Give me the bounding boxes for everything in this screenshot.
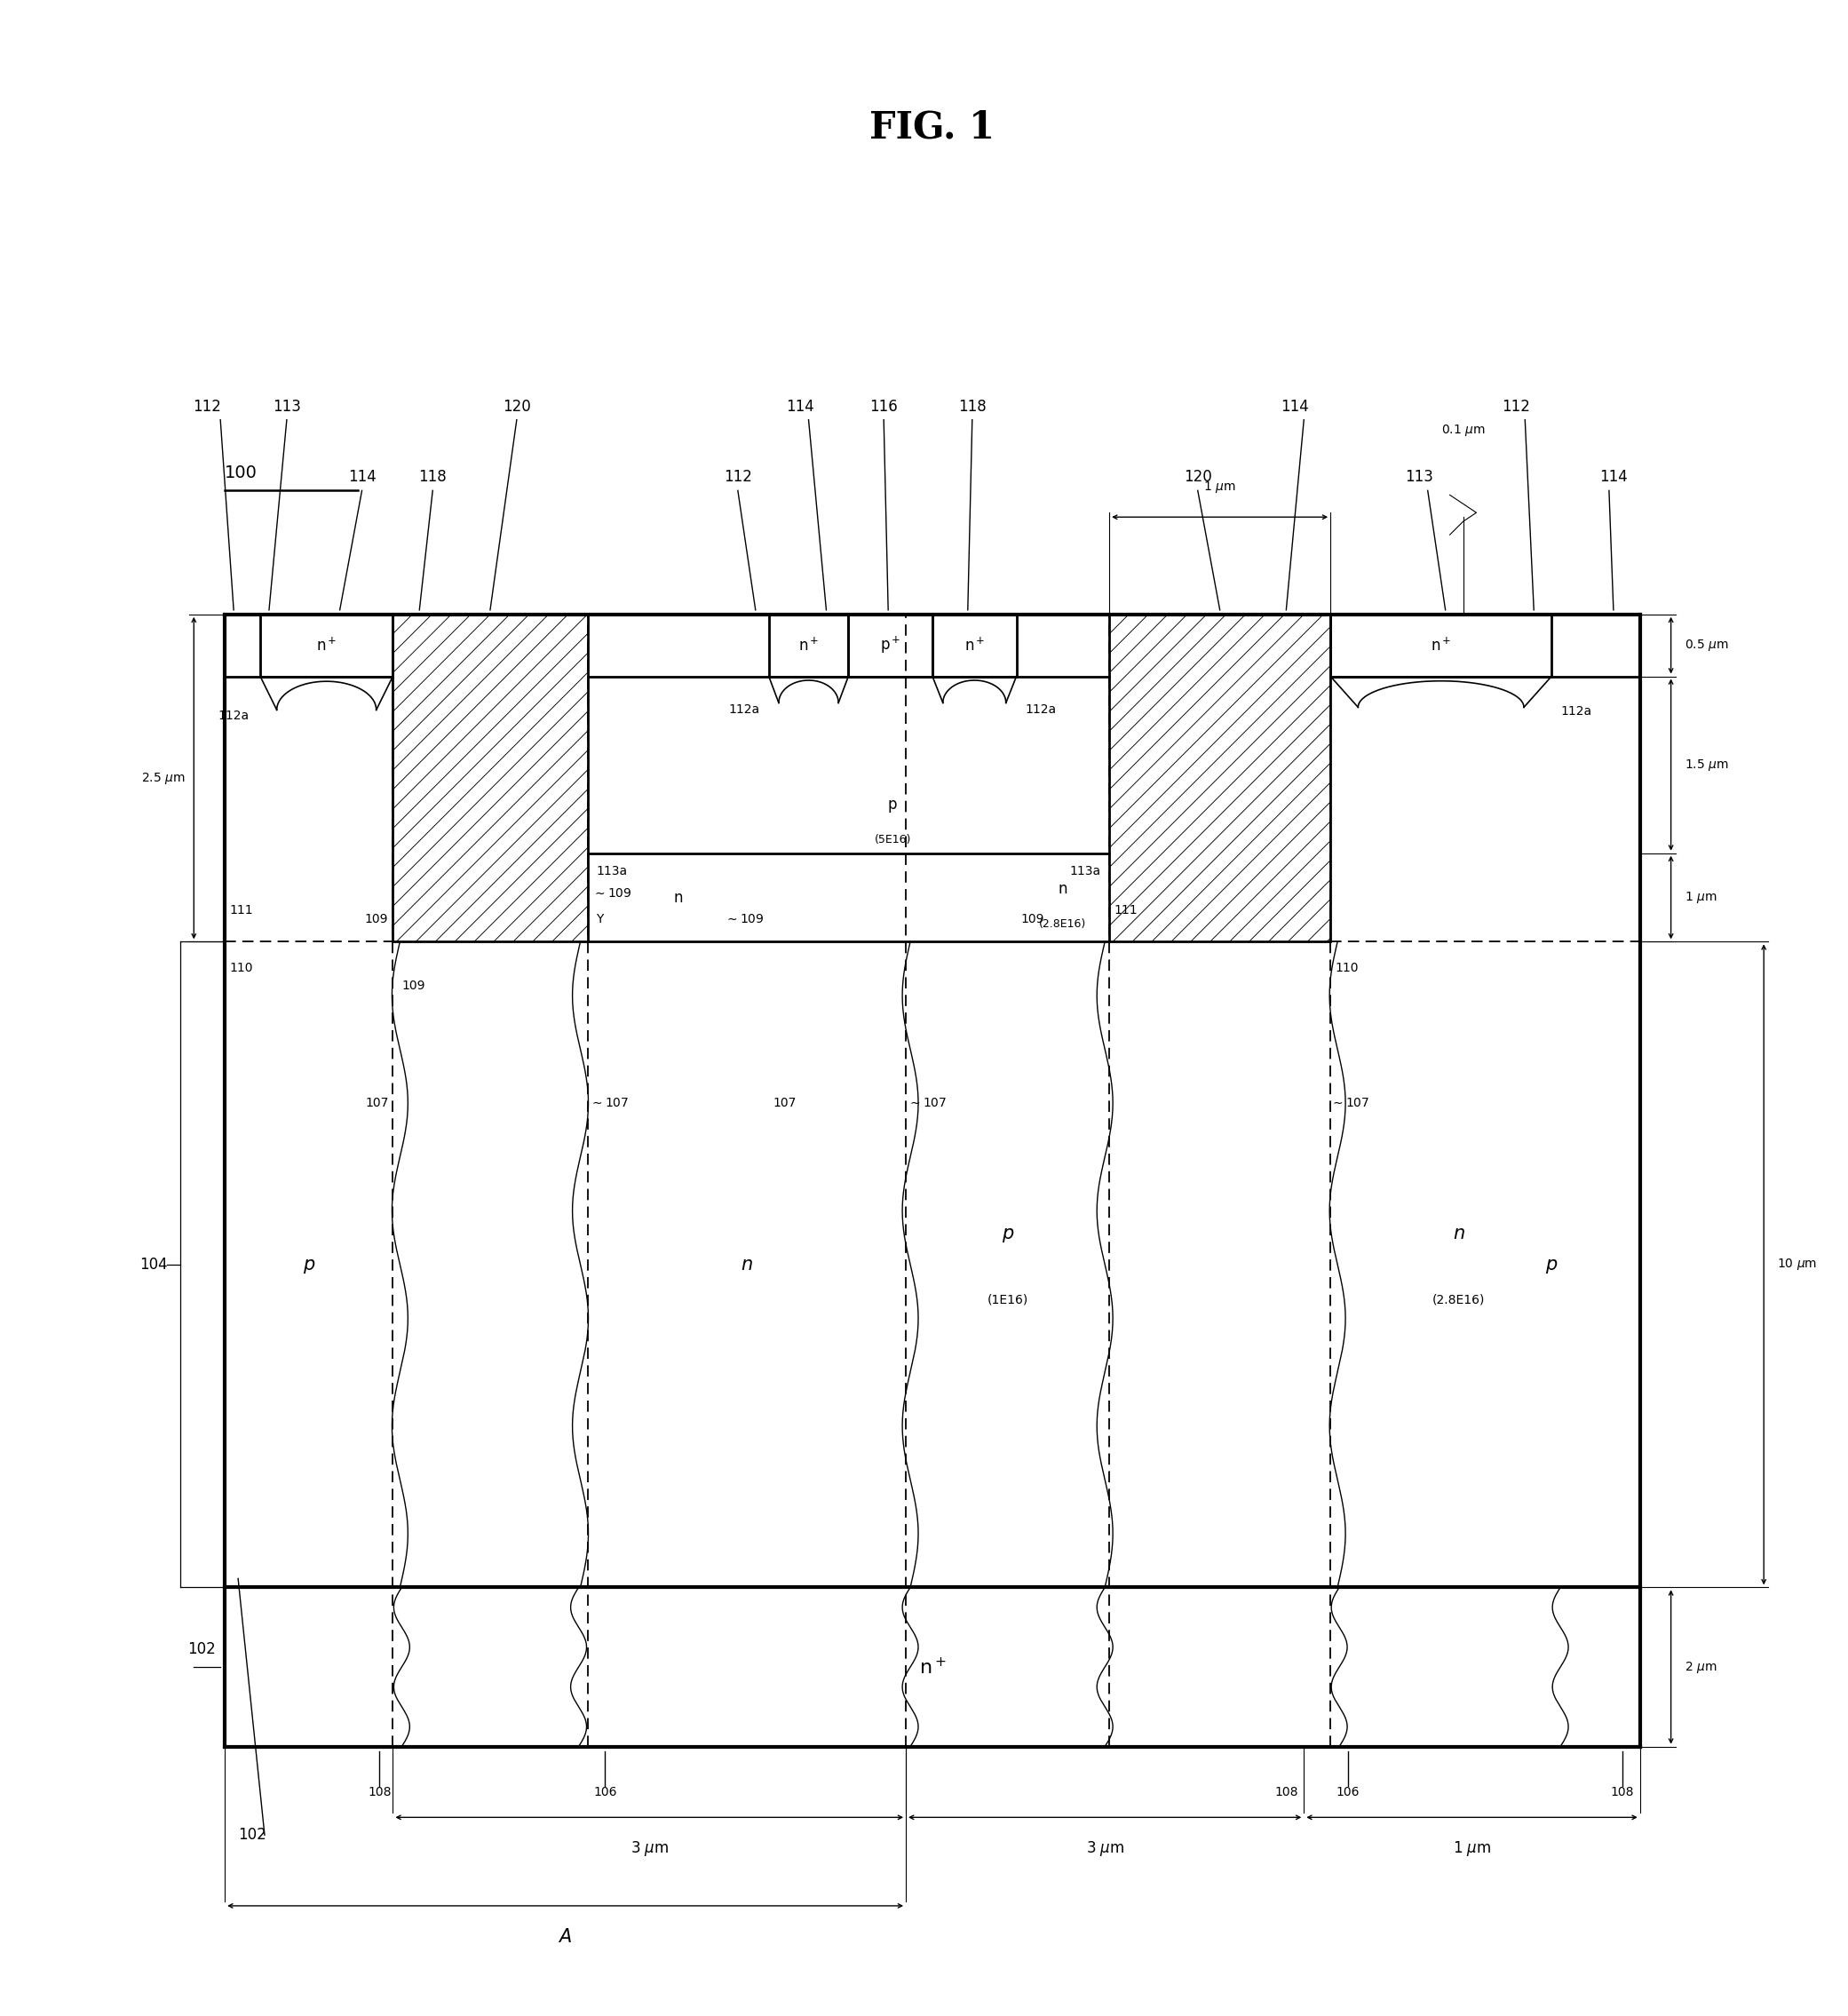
Text: (5E16): (5E16)	[874, 835, 911, 845]
Text: 113a: 113a	[597, 865, 628, 877]
Text: (2.8E16): (2.8E16)	[1039, 917, 1087, 929]
Text: n$^+$: n$^+$	[316, 637, 336, 653]
Text: 112: 112	[192, 399, 222, 415]
Text: 108: 108	[1275, 1786, 1297, 1798]
Text: 110: 110	[1334, 962, 1358, 974]
Text: p: p	[303, 1256, 314, 1274]
Text: 106: 106	[1336, 1786, 1360, 1798]
Text: 118: 118	[419, 470, 447, 486]
Text: 112a: 112a	[1026, 704, 1057, 716]
Text: 114: 114	[347, 470, 375, 486]
Text: 107: 107	[366, 1097, 388, 1109]
Text: 2.5 $\mu$m: 2.5 $\mu$m	[140, 770, 185, 786]
Text: 1 $\mu$m: 1 $\mu$m	[1203, 480, 1236, 496]
Text: p: p	[887, 796, 898, 812]
Text: 109: 109	[401, 980, 425, 992]
Text: 102: 102	[188, 1641, 216, 1657]
Text: 0.5 $\mu$m: 0.5 $\mu$m	[1684, 637, 1728, 653]
Text: 100: 100	[225, 466, 257, 482]
Text: 113: 113	[274, 399, 301, 415]
Text: $\sim$107: $\sim$107	[1331, 1097, 1369, 1109]
Text: 0.1 $\mu$m: 0.1 $\mu$m	[1441, 423, 1486, 437]
Text: 1 $\mu$m: 1 $\mu$m	[1453, 1839, 1491, 1859]
Text: p: p	[1545, 1256, 1558, 1274]
Text: 3 $\mu$m: 3 $\mu$m	[1085, 1839, 1124, 1859]
Text: p$^+$: p$^+$	[880, 635, 900, 655]
Text: n: n	[673, 889, 682, 905]
Text: 3 $\mu$m: 3 $\mu$m	[630, 1839, 669, 1859]
Text: 112: 112	[1502, 399, 1530, 415]
Text: 113: 113	[1404, 470, 1432, 486]
Text: 112a: 112a	[728, 704, 760, 716]
Text: n$^+$: n$^+$	[918, 1657, 946, 1677]
Text: 2 $\mu$m: 2 $\mu$m	[1684, 1659, 1717, 1675]
Text: Y: Y	[597, 913, 604, 925]
Text: 104: 104	[139, 1256, 168, 1272]
Text: $\sim$109: $\sim$109	[724, 913, 765, 925]
Text: 112: 112	[724, 470, 752, 486]
Text: 108: 108	[1610, 1786, 1634, 1798]
Text: 114: 114	[1599, 470, 1628, 486]
Text: 120: 120	[1185, 470, 1212, 486]
Text: 111: 111	[1114, 905, 1137, 917]
Text: 107: 107	[772, 1097, 796, 1109]
Text: (1E16): (1E16)	[987, 1294, 1027, 1306]
Text: 113a: 113a	[1070, 865, 1100, 877]
Text: 114: 114	[1281, 399, 1308, 415]
Text: $\sim$107: $\sim$107	[907, 1097, 946, 1109]
Text: 10 $\mu$m: 10 $\mu$m	[1778, 1256, 1817, 1272]
Text: FIG. 1: FIG. 1	[870, 109, 994, 147]
Text: n: n	[1453, 1224, 1465, 1242]
Text: 109: 109	[1020, 913, 1044, 925]
Text: 1 $\mu$m: 1 $\mu$m	[1684, 889, 1717, 905]
Text: 118: 118	[957, 399, 987, 415]
Text: 114: 114	[785, 399, 813, 415]
Text: (2.8E16): (2.8E16)	[1432, 1294, 1486, 1306]
Text: $\sim$107: $\sim$107	[590, 1097, 628, 1109]
Text: 110: 110	[229, 962, 253, 974]
Text: $\sim$109: $\sim$109	[591, 887, 632, 899]
Text: n: n	[741, 1256, 752, 1274]
Text: 102: 102	[238, 1826, 266, 1843]
Text: n$^+$: n$^+$	[1430, 637, 1451, 653]
Text: A: A	[558, 1927, 571, 1945]
Text: 116: 116	[870, 399, 898, 415]
Text: 112a: 112a	[218, 710, 249, 722]
Text: n$^+$: n$^+$	[965, 637, 985, 653]
Text: n$^+$: n$^+$	[798, 637, 819, 653]
Text: n: n	[1059, 881, 1068, 897]
Text: 106: 106	[593, 1786, 617, 1798]
Text: 108: 108	[368, 1786, 392, 1798]
Text: 120: 120	[503, 399, 530, 415]
Text: 109: 109	[364, 913, 388, 925]
Text: 112a: 112a	[1560, 706, 1591, 718]
Text: 1.5 $\mu$m: 1.5 $\mu$m	[1684, 758, 1728, 772]
Text: 111: 111	[229, 905, 253, 917]
Text: p: p	[1002, 1224, 1013, 1242]
